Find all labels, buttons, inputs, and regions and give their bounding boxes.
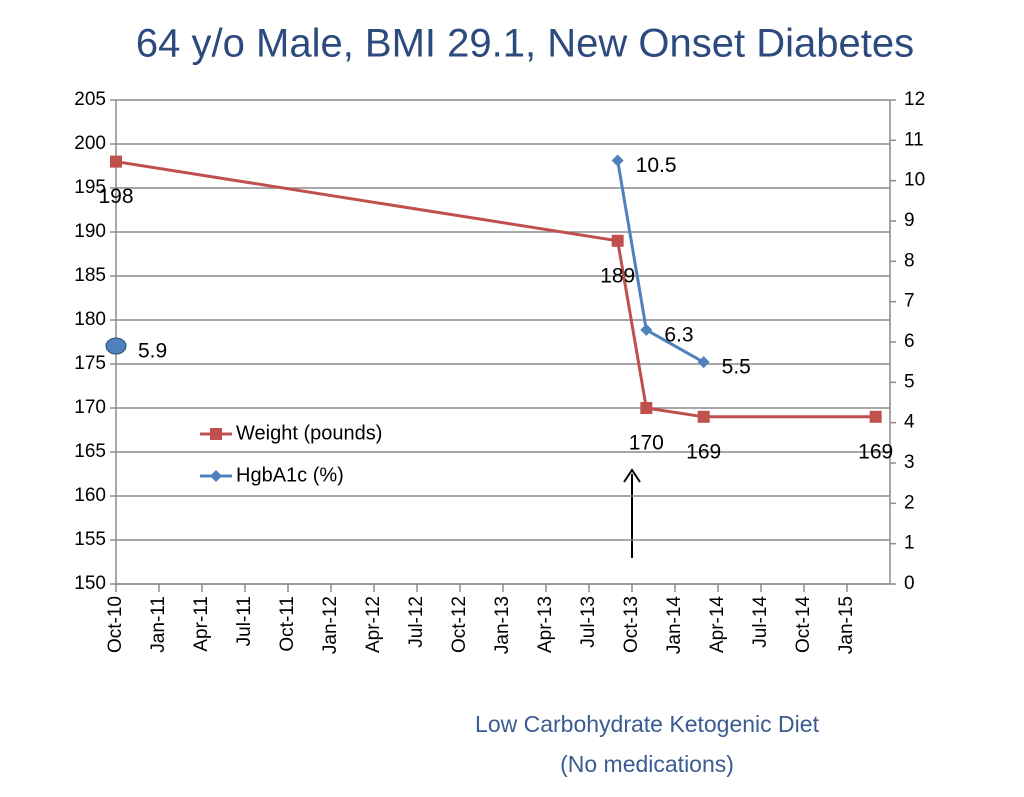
legend-marker — [210, 470, 222, 482]
y-tick-label: 170 — [74, 397, 106, 418]
data-label: 169 — [858, 440, 893, 463]
y-tick-label: 175 — [74, 353, 106, 374]
x-tick-label: Oct-14 — [793, 596, 814, 653]
legend-label: HgbA1c (%) — [236, 464, 344, 486]
data-label: 198 — [98, 185, 133, 208]
x-tick-label: Jan-15 — [836, 596, 857, 654]
y2-tick-label: 5 — [904, 371, 915, 392]
x-tick-label: Jul-12 — [406, 596, 427, 648]
data-point — [110, 155, 122, 168]
y-tick-label: 190 — [74, 221, 106, 242]
annotation: (No medications) — [560, 751, 734, 777]
x-tick-label: Apr-11 — [191, 596, 212, 652]
x-tick-label: Oct-10 — [105, 596, 126, 653]
y2-tick-label: 0 — [904, 573, 915, 594]
data-point — [869, 410, 882, 423]
series-line — [115, 160, 876, 419]
x-tick-label: Jul-14 — [750, 596, 771, 648]
y-tick-label: 180 — [74, 309, 106, 330]
data-point — [640, 323, 653, 336]
data-label: 169 — [686, 440, 721, 463]
y-tick-label: 155 — [74, 529, 106, 550]
x-tick-label: Oct-11 — [277, 596, 298, 652]
data-label: 6.3 — [664, 323, 693, 346]
data-label: 5.9 — [138, 340, 167, 363]
y2-tick-label: 10 — [904, 170, 925, 191]
y2-tick-label: 12 — [904, 89, 925, 110]
x-tick-label: Jan-11 — [148, 596, 169, 653]
data-point — [697, 410, 710, 423]
x-tick-label: Jan-12 — [320, 596, 341, 654]
y-tick-label: 165 — [74, 441, 106, 462]
y2-tick-label: 2 — [904, 492, 915, 513]
legend-marker — [210, 428, 222, 440]
data-label: 10.5 — [636, 154, 677, 177]
x-tick-label: Apr-12 — [363, 596, 384, 653]
y2-tick-label: 11 — [904, 129, 924, 150]
y2-tick-label: 3 — [904, 452, 915, 473]
data-point — [105, 337, 127, 355]
x-tick-label: Jul-11 — [234, 596, 255, 646]
data-point — [640, 402, 653, 414]
y-tick-label: 150 — [74, 573, 106, 594]
x-tick-label: Jul-13 — [578, 596, 599, 648]
y2-tick-label: 6 — [904, 331, 915, 352]
y2-tick-label: 9 — [904, 210, 915, 231]
y2-tick-label: 4 — [904, 412, 915, 433]
y2-tick-label: 7 — [904, 291, 915, 312]
x-tick-label: Apr-13 — [535, 596, 556, 653]
arrow-head — [623, 468, 641, 483]
y-tick-label: 205 — [74, 89, 106, 110]
data-label: 189 — [600, 264, 635, 287]
data-point — [611, 154, 624, 167]
data-label: 5.5 — [722, 356, 751, 379]
data-point — [697, 356, 710, 369]
x-tick-label: Oct-13 — [621, 596, 642, 653]
chart-title: 64 y/o Male, BMI 29.1, New Onset Diabete… — [136, 22, 914, 66]
y2-tick-label: 1 — [904, 533, 915, 554]
x-tick-label: Apr-14 — [707, 596, 728, 653]
x-tick-label: Jan-13 — [492, 596, 513, 654]
x-tick-label: Oct-12 — [449, 596, 470, 653]
x-tick-label: Jan-14 — [664, 596, 685, 655]
y-tick-label: 185 — [74, 265, 106, 286]
y2-tick-label: 8 — [904, 250, 915, 271]
y-tick-label: 160 — [74, 485, 106, 506]
data-point — [611, 234, 624, 247]
legend-label: Weight (pounds) — [236, 422, 382, 444]
y-tick-label: 195 — [74, 177, 106, 198]
annotation: Low Carbohydrate Ketogenic Diet — [475, 711, 820, 737]
y-tick-label: 200 — [74, 133, 106, 154]
data-label: 170 — [629, 432, 664, 455]
